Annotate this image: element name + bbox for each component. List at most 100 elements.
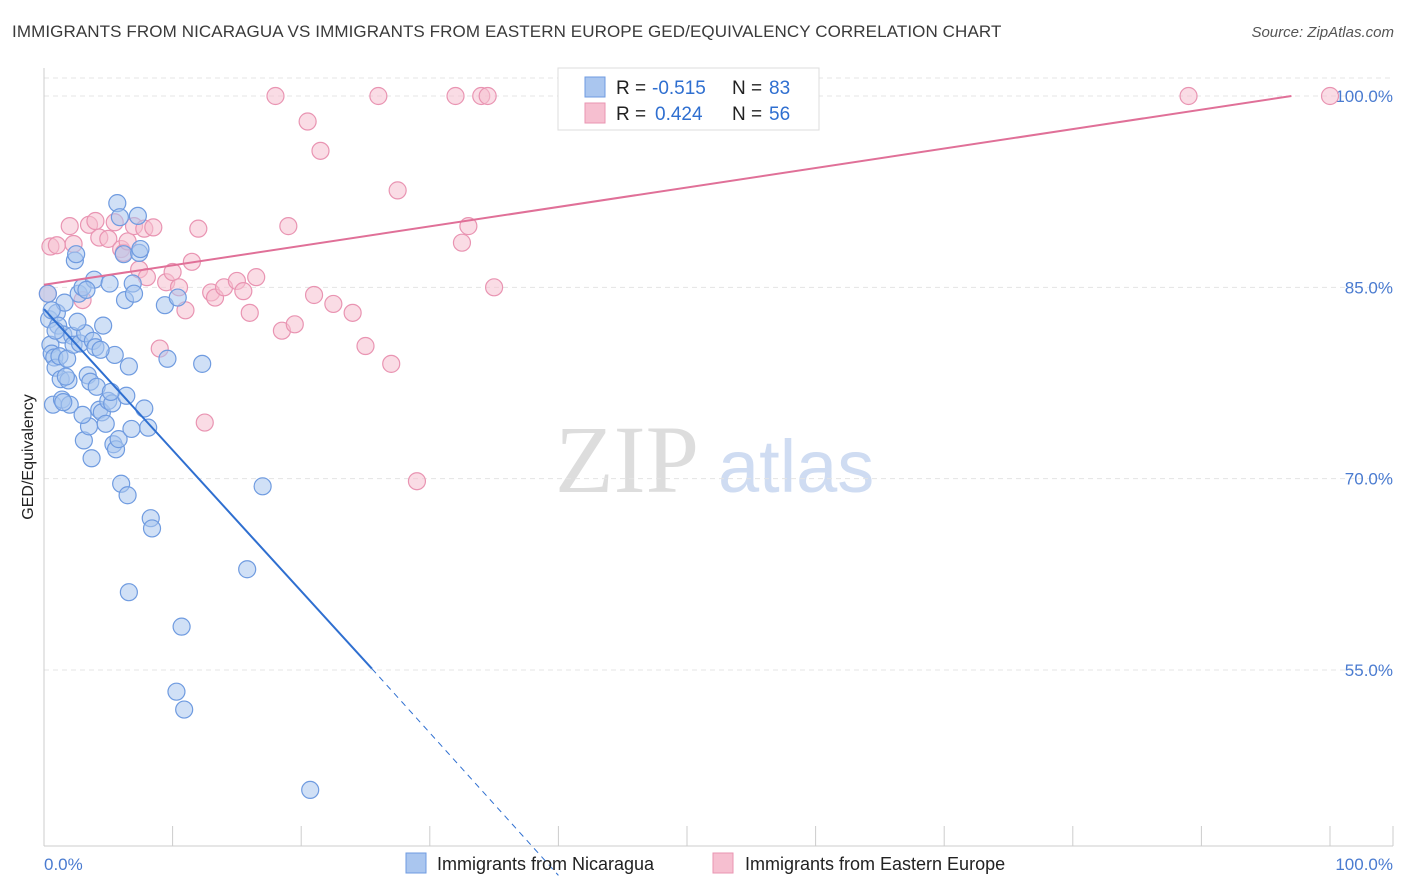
eastern-europe-point bbox=[60, 217, 79, 236]
eastern-europe-point bbox=[382, 354, 401, 373]
series-legend: Immigrants from Nicaragua Immigrants fro… bbox=[405, 852, 1005, 874]
eastern-europe-point bbox=[356, 336, 375, 356]
eastern-europe-point bbox=[304, 285, 324, 305]
legend-n-label-2: N = bbox=[732, 104, 762, 125]
nicaragua-point bbox=[253, 477, 272, 496]
nicaragua-point bbox=[118, 486, 137, 505]
nicaragua-point bbox=[56, 367, 75, 386]
nicaragua-point bbox=[109, 430, 128, 449]
eastern-europe-point bbox=[407, 472, 427, 491]
bottom-legend-swatch-nicaragua bbox=[405, 852, 427, 874]
eastern-europe-point bbox=[234, 282, 253, 301]
nicaragua-point bbox=[301, 780, 320, 800]
nicaragua-point bbox=[124, 284, 144, 303]
legend-n-label-1: N = bbox=[732, 78, 762, 99]
y-tick-label: 100.0% bbox=[1335, 87, 1393, 106]
eastern-europe-point bbox=[285, 315, 304, 334]
eastern-europe-point bbox=[388, 181, 407, 200]
nicaragua-point bbox=[142, 519, 162, 538]
eastern-europe-point bbox=[1320, 86, 1340, 106]
nicaragua-point bbox=[119, 583, 138, 602]
nicaragua-point bbox=[167, 682, 186, 701]
nicaragua-point bbox=[54, 393, 73, 412]
eastern-europe-point bbox=[47, 236, 66, 255]
eastern-europe-point bbox=[163, 262, 182, 282]
nicaragua-point bbox=[135, 399, 154, 418]
stats-legend: R = -0.515 N = 83 R = 0.424 N = 56 bbox=[557, 67, 820, 131]
nicaragua-point bbox=[77, 280, 96, 299]
eastern-europe-point bbox=[1179, 86, 1198, 106]
eastern-europe-point bbox=[240, 303, 259, 322]
watermark: ZIP atlas bbox=[555, 406, 874, 513]
eastern-europe-trend-line bbox=[43, 95, 1292, 286]
eastern-europe-point bbox=[189, 219, 208, 238]
nicaragua-point bbox=[117, 386, 136, 405]
nicaragua-trend-line bbox=[43, 308, 373, 670]
nicaragua-point bbox=[82, 449, 101, 468]
nicaragua-trend-extension bbox=[371, 668, 559, 876]
nicaragua-point bbox=[38, 284, 57, 303]
legend-swatch-nicaragua bbox=[584, 76, 606, 98]
legend-r-value-2: 0.424 bbox=[655, 104, 703, 125]
nicaragua-point bbox=[46, 321, 65, 340]
legend-swatch-eastern-europe bbox=[584, 102, 606, 124]
nicaragua-point bbox=[139, 418, 158, 437]
legend-n-value-2: 56 bbox=[769, 104, 790, 125]
nicaragua-point bbox=[91, 340, 110, 359]
eastern-europe-point bbox=[452, 233, 472, 252]
bottom-legend-label-nicaragua: Immigrants from Nicaragua bbox=[437, 854, 655, 874]
bottom-legend-swatch-eastern-europe bbox=[712, 852, 734, 874]
eastern-europe-point bbox=[485, 278, 504, 297]
nicaragua-point bbox=[114, 245, 133, 264]
nicaragua-point bbox=[131, 239, 150, 259]
legend-n-value-1: 83 bbox=[769, 78, 790, 99]
y-tick-label: 70.0% bbox=[1345, 470, 1393, 489]
nicaragua-point bbox=[122, 419, 141, 439]
x-tick-label: 0.0% bbox=[44, 855, 83, 874]
legend-r-value-1: -0.515 bbox=[652, 78, 706, 99]
nicaragua-point bbox=[168, 288, 187, 307]
legend-r-label-1: R = bbox=[616, 78, 646, 99]
nicaragua-point bbox=[96, 414, 115, 433]
nicaragua-point bbox=[172, 617, 191, 636]
y-axis-label: GED/Equivalency bbox=[20, 394, 37, 519]
eastern-europe-point bbox=[343, 303, 362, 322]
nicaragua-point bbox=[73, 405, 92, 424]
watermark-zip: ZIP bbox=[555, 406, 699, 513]
nicaragua-point bbox=[68, 312, 87, 331]
nicaragua-point bbox=[119, 357, 138, 376]
chart-title: IMMIGRANTS FROM NICARAGUA VS IMMIGRANTS … bbox=[12, 22, 1002, 41]
eastern-europe-point bbox=[266, 86, 285, 106]
nicaragua-point bbox=[110, 208, 129, 227]
nicaragua-point bbox=[67, 245, 86, 264]
nicaragua-point bbox=[101, 382, 120, 402]
eastern-europe-point bbox=[478, 86, 497, 106]
nicaragua-point bbox=[158, 349, 177, 368]
x-tick-label: 100.0% bbox=[1335, 855, 1393, 874]
eastern-europe-point bbox=[99, 229, 118, 248]
legend-r-label-2: R = bbox=[616, 104, 646, 125]
eastern-europe-point bbox=[144, 218, 163, 237]
nicaragua-point bbox=[94, 316, 113, 335]
nicaragua-point bbox=[238, 560, 257, 579]
chart-source: Source: ZipAtlas.com bbox=[1251, 24, 1394, 41]
bottom-legend-label-eastern-europe: Immigrants from Eastern Europe bbox=[745, 854, 1005, 874]
eastern-europe-point bbox=[195, 413, 214, 432]
eastern-europe-point bbox=[247, 268, 266, 287]
eastern-europe-point bbox=[298, 112, 317, 131]
y-tick-label: 55.0% bbox=[1345, 661, 1393, 680]
eastern-europe-point bbox=[86, 211, 105, 231]
tick-layer: 55.0% 70.0% 85.0% 100.0% 0.0% 100.0% bbox=[43, 87, 1394, 874]
nicaragua-point bbox=[193, 354, 212, 373]
nicaragua-point bbox=[128, 206, 147, 226]
series-nicaragua bbox=[38, 194, 320, 800]
eastern-europe-point bbox=[311, 141, 330, 160]
y-tick-label: 85.0% bbox=[1345, 278, 1393, 297]
eastern-europe-point bbox=[324, 294, 343, 314]
trend-lines bbox=[43, 95, 1292, 876]
watermark-atlas: atlas bbox=[718, 425, 874, 508]
grid-layer bbox=[44, 77, 1393, 671]
nicaragua-point bbox=[100, 274, 119, 293]
eastern-europe-point bbox=[369, 86, 388, 106]
